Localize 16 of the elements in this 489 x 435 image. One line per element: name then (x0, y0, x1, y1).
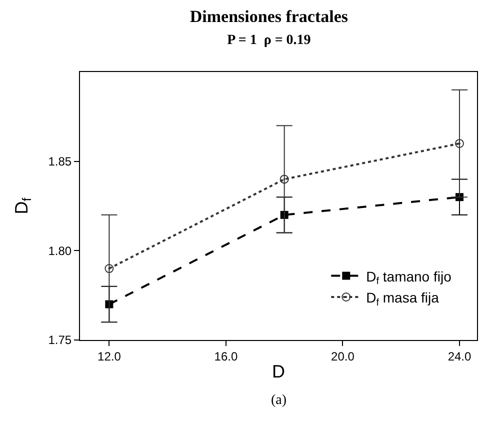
x-axis-title: D (272, 362, 285, 382)
x-tick-label: 20.0 (331, 349, 355, 364)
chart-subtitle: P = 1 ρ = 0.19 (227, 32, 311, 48)
point (280, 174, 289, 184)
point (454, 138, 464, 148)
text: (a) (271, 393, 287, 408)
x-tick-label: 12.0 (98, 349, 122, 364)
y-tick-label: 1.85 (48, 154, 72, 169)
y-tick-label: 1.75 (48, 333, 72, 348)
x-tick-label: 24.0 (448, 349, 472, 364)
x-tick-label: 16.0 (214, 349, 238, 364)
legend-label: D$_{f}$ tamano fijo (366, 268, 452, 288)
y-tick-label: 1.80 (48, 244, 72, 258)
chart-title: Dimensiones fractales (190, 6, 348, 26)
point (104, 264, 114, 274)
legend-label: D$_{f}$ masa fija (366, 289, 440, 308)
